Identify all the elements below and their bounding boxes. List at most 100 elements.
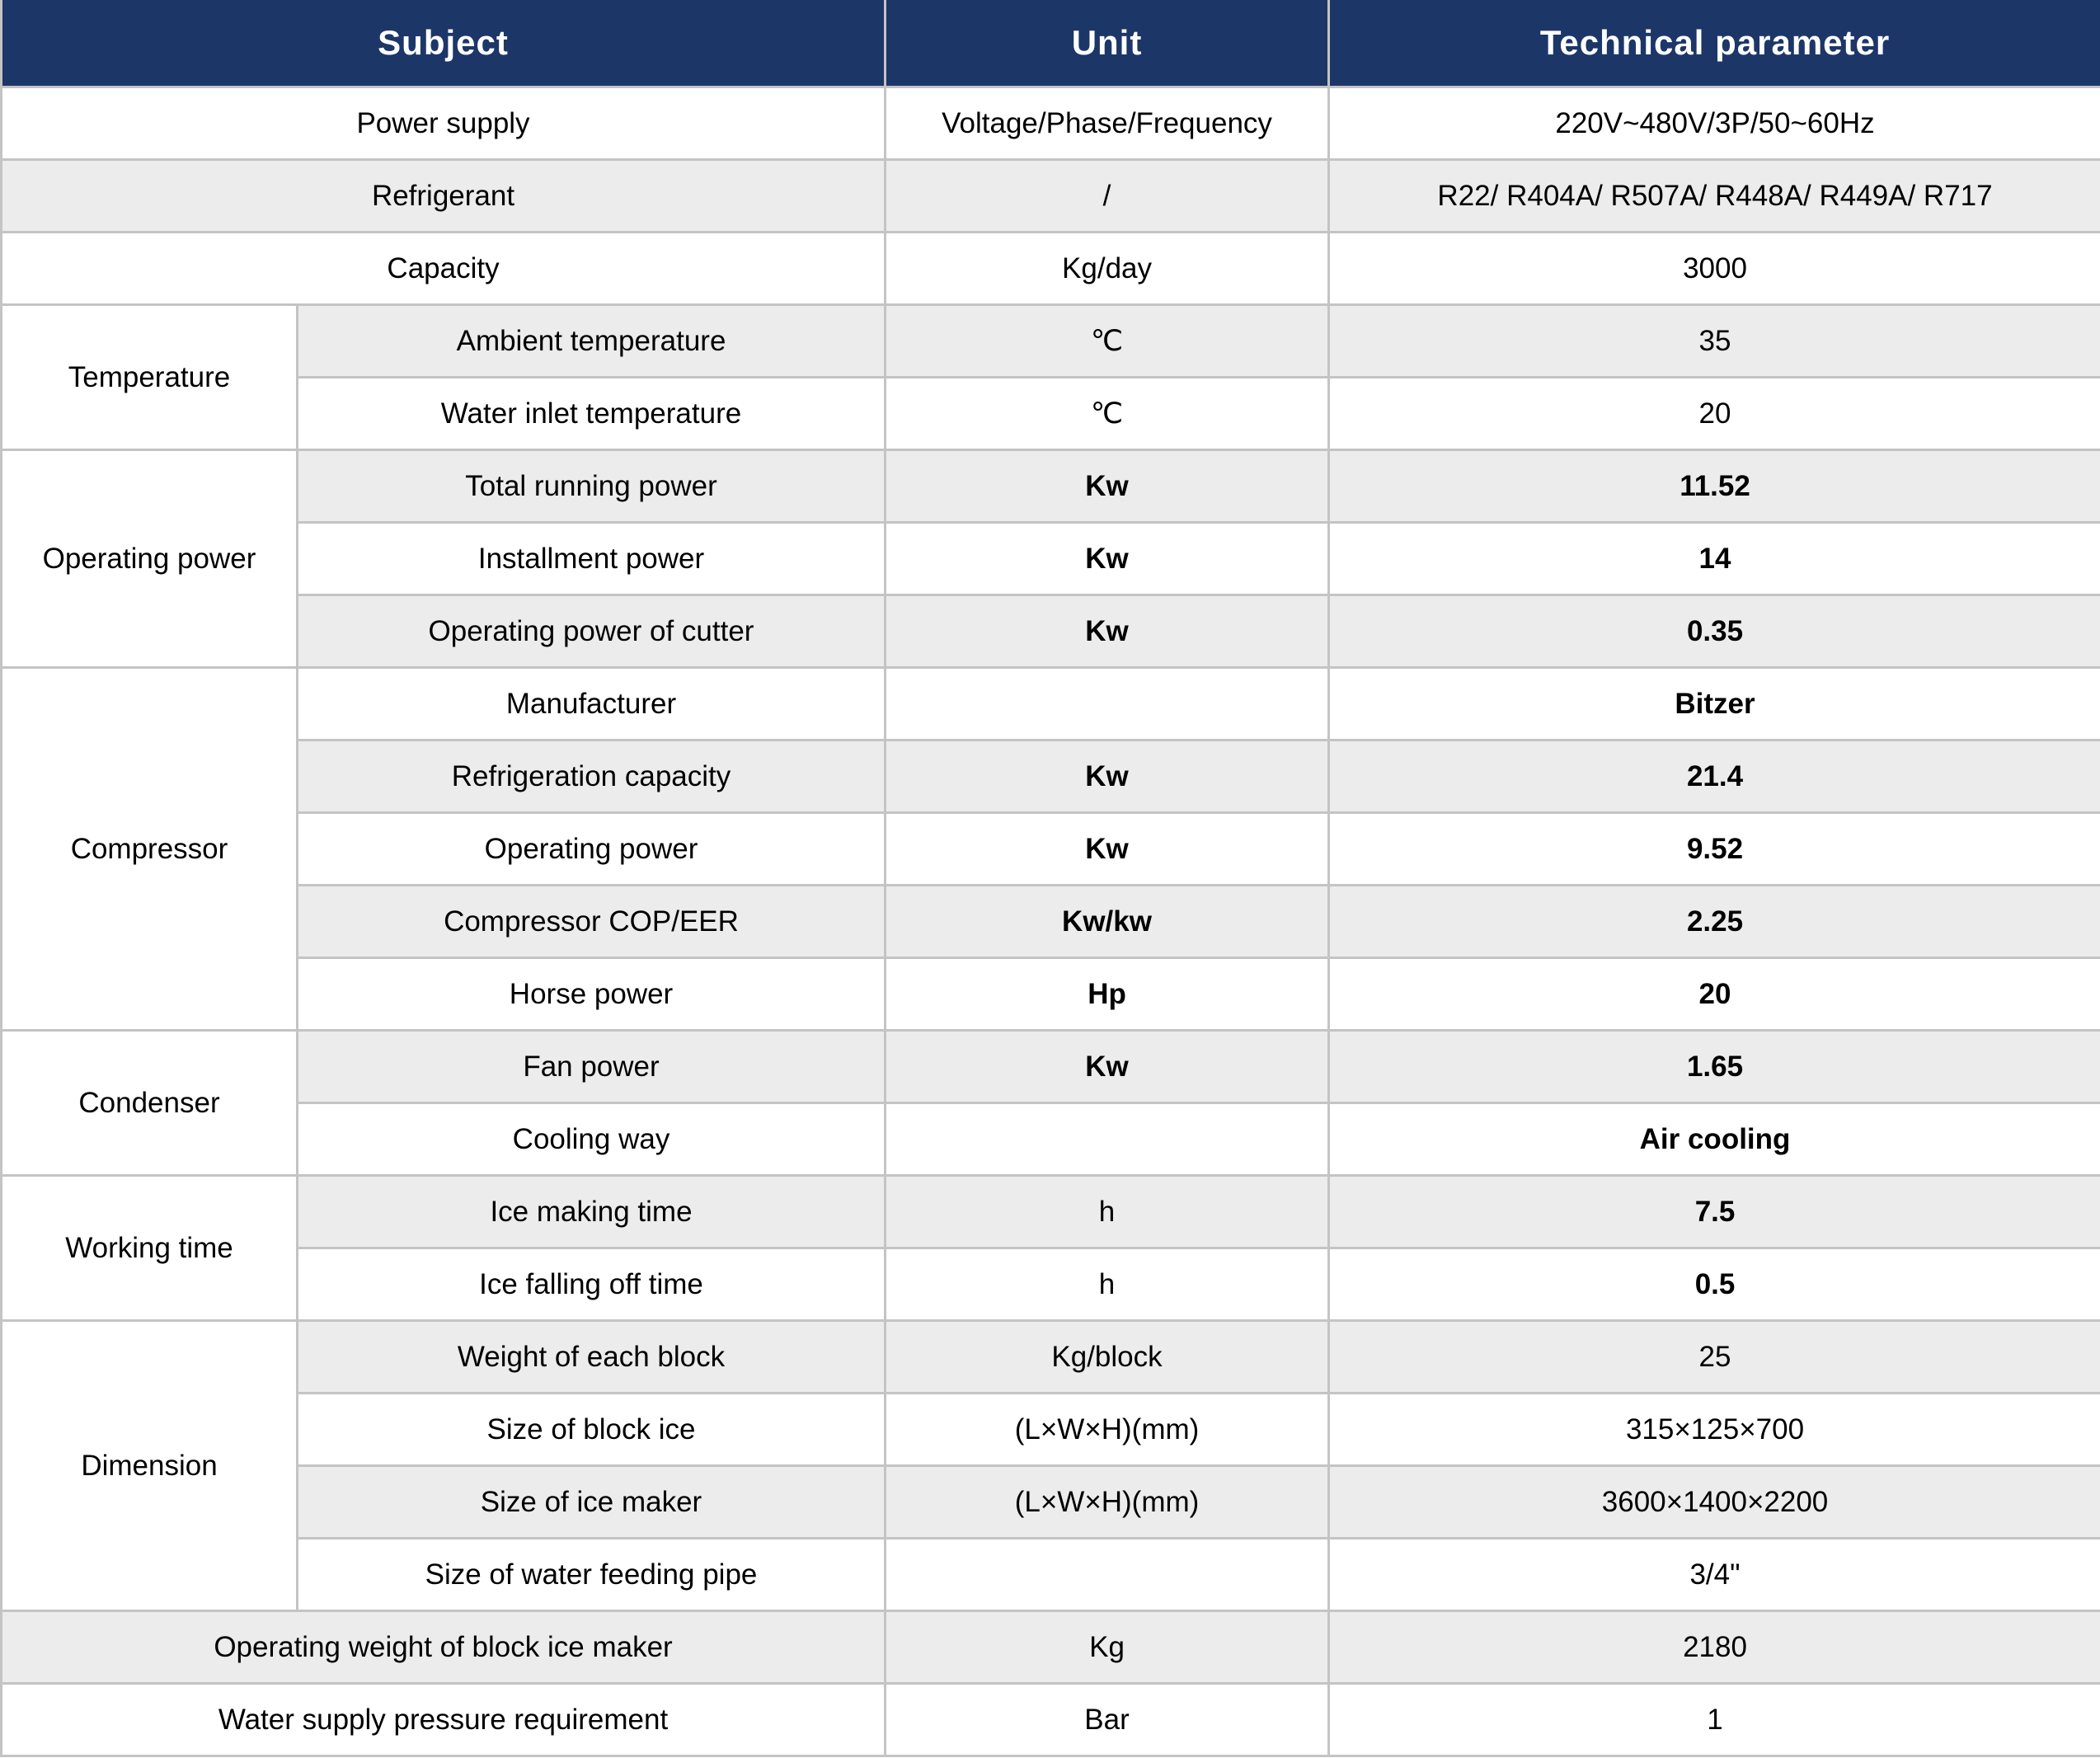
sub-subject-cell: Fan power bbox=[295, 1029, 887, 1104]
value-cell: 20 bbox=[1327, 957, 2100, 1032]
table-row: Temperature Ambient temperature ℃ 35 bbox=[0, 303, 2100, 451]
table-row: Size of water feeding pipe 3/4" bbox=[2, 1537, 2100, 1612]
unit-cell: Bar bbox=[884, 1682, 1331, 1757]
unit-cell: h bbox=[884, 1174, 1331, 1249]
subject-cell: Water supply pressure requirement bbox=[0, 1682, 887, 1757]
sub-subject-cell: Installment power bbox=[295, 521, 887, 596]
value-cell: 0.5 bbox=[1327, 1247, 2100, 1322]
value-cell: Bitzer bbox=[1327, 666, 2100, 741]
value-cell: 14 bbox=[1327, 521, 2100, 596]
unit-cell: Hp bbox=[884, 957, 1331, 1032]
table-row: Compressor COP/EER Kw/kw 2.25 bbox=[2, 884, 2100, 959]
value-cell: 3/4" bbox=[1327, 1537, 2100, 1612]
unit-cell: (L×W×H)(mm) bbox=[884, 1464, 1331, 1539]
table-row: Dimension Weight of each block Kg/block … bbox=[0, 1319, 2100, 1612]
value-cell: 2.25 bbox=[1327, 884, 2100, 959]
group-cell: Condenser bbox=[0, 1029, 298, 1177]
value-cell: 315×125×700 bbox=[1327, 1392, 2100, 1467]
sub-subject-cell: Size of ice maker bbox=[295, 1464, 887, 1539]
group-cell: Operating power bbox=[0, 449, 298, 669]
unit-cell: Kw bbox=[884, 594, 1331, 669]
table-row: Ice falling off time h 0.5 bbox=[2, 1247, 2100, 1322]
table-row: Power supply Voltage/Phase/Frequency 220… bbox=[0, 86, 2100, 161]
subject-cell: Capacity bbox=[0, 231, 887, 306]
sub-subject-cell: Compressor COP/EER bbox=[295, 884, 887, 959]
group-cell: Compressor bbox=[0, 666, 298, 1032]
table-header: Subject Unit Technical parameter bbox=[0, 0, 2100, 88]
header-technical-parameter: Technical parameter bbox=[1327, 0, 2100, 88]
subject-cell: Operating weight of block ice maker bbox=[0, 1610, 887, 1685]
sub-subject-cell: Cooling way bbox=[295, 1102, 887, 1177]
table-row: Operating power Total running power Kw 1… bbox=[0, 449, 2100, 669]
value-cell: 35 bbox=[1327, 303, 2100, 378]
unit-cell bbox=[884, 1102, 1331, 1177]
sub-subject-cell: Horse power bbox=[295, 957, 887, 1032]
unit-cell: Kw/kw bbox=[884, 884, 1331, 959]
sub-subject-cell: Operating power bbox=[295, 811, 887, 886]
value-cell: 2180 bbox=[1327, 1610, 2100, 1685]
unit-cell: ℃ bbox=[884, 376, 1331, 451]
group-cell: Temperature bbox=[0, 303, 298, 451]
table-body: Power supply Voltage/Phase/Frequency 220… bbox=[0, 86, 2100, 1757]
unit-cell: Kg/block bbox=[884, 1319, 1331, 1394]
value-cell: 9.52 bbox=[1327, 811, 2100, 886]
value-cell: 3000 bbox=[1327, 231, 2100, 306]
subject-cell: Refrigerant bbox=[0, 158, 887, 233]
value-cell: 11.52 bbox=[1327, 449, 2100, 524]
subject-cell: Power supply bbox=[0, 86, 887, 161]
value-cell: R22/ R404A/ R507A/ R448A/ R449A/ R717 bbox=[1327, 158, 2100, 233]
header-subject: Subject bbox=[0, 0, 887, 88]
unit-cell bbox=[884, 1537, 1331, 1612]
unit-cell: / bbox=[884, 158, 1331, 233]
table-row: Refrigeration capacity Kw 21.4 bbox=[2, 739, 2100, 814]
table-row: Refrigerant / R22/ R404A/ R507A/ R448A/ … bbox=[0, 158, 2100, 233]
unit-cell: Voltage/Phase/Frequency bbox=[884, 86, 1331, 161]
table-row: Operating weight of block ice maker Kg 2… bbox=[0, 1610, 2100, 1685]
header-row: Subject Unit Technical parameter bbox=[0, 0, 2100, 88]
sub-subject-cell: Weight of each block bbox=[295, 1319, 887, 1394]
table-row: Operating power of cutter Kw 0.35 bbox=[2, 594, 2100, 669]
sub-subject-cell: Ambient temperature bbox=[295, 303, 887, 378]
table-row: Size of ice maker (L×W×H)(mm) 3600×1400×… bbox=[2, 1464, 2100, 1539]
unit-cell: Kg bbox=[884, 1610, 1331, 1685]
table-row: Horse power Hp 20 bbox=[2, 957, 2100, 1032]
header-unit: Unit bbox=[884, 0, 1331, 88]
table-row: Installment power Kw 14 bbox=[2, 521, 2100, 596]
sub-subject-cell: Refrigeration capacity bbox=[295, 739, 887, 814]
value-cell: 220V~480V/3P/50~60Hz bbox=[1327, 86, 2100, 161]
value-cell: 3600×1400×2200 bbox=[1327, 1464, 2100, 1539]
group-cell: Working time bbox=[0, 1174, 298, 1322]
sub-subject-cell: Total running power bbox=[295, 449, 887, 524]
unit-cell: Kw bbox=[884, 449, 1331, 524]
sub-subject-cell: Ice making time bbox=[295, 1174, 887, 1249]
value-cell: 1.65 bbox=[1327, 1029, 2100, 1104]
table-row: Water supply pressure requirement Bar 1 bbox=[0, 1682, 2100, 1757]
value-cell: 7.5 bbox=[1327, 1174, 2100, 1249]
unit-cell: h bbox=[884, 1247, 1331, 1322]
unit-cell: Kw bbox=[884, 1029, 1331, 1104]
unit-cell: Kw bbox=[884, 739, 1331, 814]
unit-cell: Kg/day bbox=[884, 231, 1331, 306]
table-row: Compressor Manufacturer Bitzer bbox=[0, 666, 2100, 1032]
table-row: Size of block ice (L×W×H)(mm) 315×125×70… bbox=[2, 1392, 2100, 1467]
sub-subject-cell: Ice falling off time bbox=[295, 1247, 887, 1322]
value-cell: 1 bbox=[1327, 1682, 2100, 1757]
value-cell: 21.4 bbox=[1327, 739, 2100, 814]
table-row: Condenser Fan power Kw 1.65 bbox=[0, 1029, 2100, 1177]
table-row: Water inlet temperature ℃ 20 bbox=[2, 376, 2100, 451]
unit-cell: (L×W×H)(mm) bbox=[884, 1392, 1331, 1467]
sub-subject-cell: Size of water feeding pipe bbox=[295, 1537, 887, 1612]
unit-cell: Kw bbox=[884, 521, 1331, 596]
table-row: Working time Ice making time h 7.5 bbox=[0, 1174, 2100, 1322]
value-cell: 25 bbox=[1327, 1319, 2100, 1394]
value-cell: 20 bbox=[1327, 376, 2100, 451]
value-cell: Air cooling bbox=[1327, 1102, 2100, 1177]
unit-cell: Kw bbox=[884, 811, 1331, 886]
group-cell: Dimension bbox=[0, 1319, 298, 1612]
sub-subject-cell: Water inlet temperature bbox=[295, 376, 887, 451]
sub-subject-cell: Manufacturer bbox=[295, 666, 887, 741]
unit-cell: ℃ bbox=[884, 303, 1331, 378]
unit-cell bbox=[884, 666, 1331, 741]
table-row: Operating power Kw 9.52 bbox=[2, 811, 2100, 886]
